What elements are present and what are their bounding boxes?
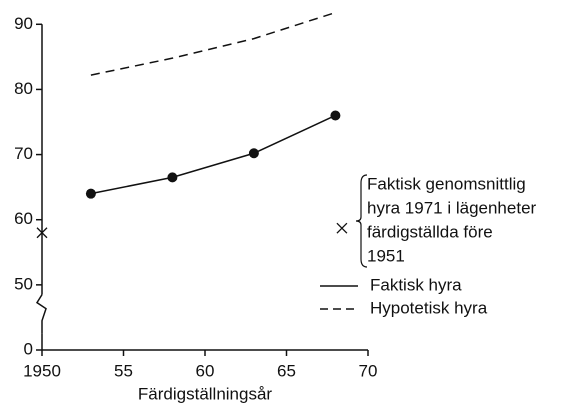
x-tick-label: 60 (196, 361, 215, 380)
x-marker (336, 222, 348, 234)
axis-break (35, 294, 47, 334)
legend-label: Hypotetisk hyra (370, 298, 488, 317)
legend-brace (355, 174, 368, 268)
series-line (90, 114, 336, 195)
x-tick-label: 1950 (23, 361, 61, 380)
legend-label: 1951 (367, 246, 405, 265)
x-marker (36, 227, 48, 239)
point (85, 188, 96, 199)
x-tick-label: 70 (359, 361, 378, 380)
point (167, 172, 178, 183)
y-tick-label: 90 (14, 14, 33, 33)
legend-label: Faktisk hyra (370, 275, 462, 294)
series-line (90, 11, 336, 76)
x-tick-label: 65 (277, 361, 296, 380)
x-axis-title: Färdigställningsår (138, 384, 273, 403)
y-tick-label: 0 (24, 339, 33, 358)
x-tick-label: 55 (114, 361, 133, 380)
y-tick-label: 60 (14, 209, 33, 228)
point (248, 148, 259, 159)
y-tick-label: 80 (14, 79, 33, 98)
y-tick-label: 70 (14, 144, 33, 163)
point (330, 110, 341, 121)
legend-label: färdigställda före (367, 222, 493, 241)
legend-label: Faktisk genomsnittlig (367, 174, 526, 193)
y-tick-label: 50 (14, 274, 33, 293)
legend-label: hyra 1971 i lägenheter (367, 198, 537, 217)
